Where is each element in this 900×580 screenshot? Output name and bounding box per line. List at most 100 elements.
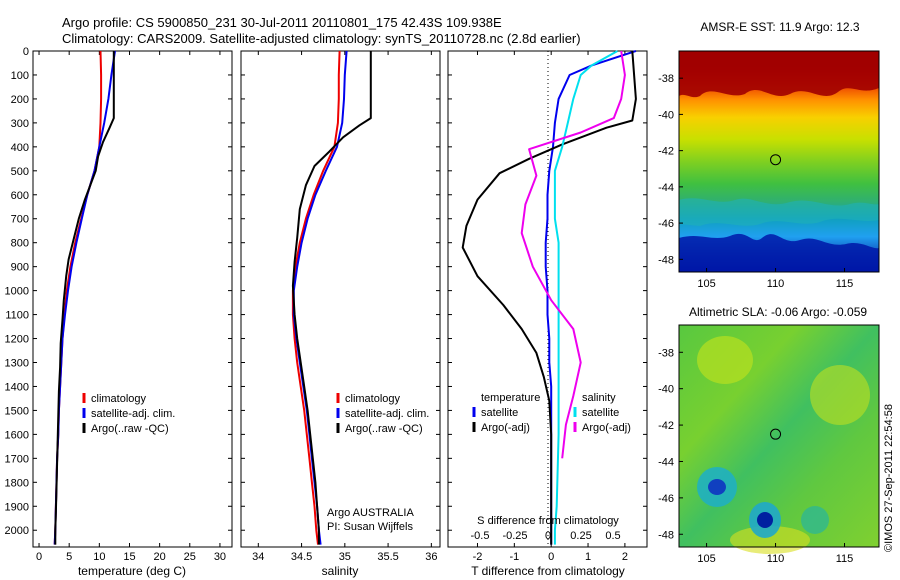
series-line (520, 50, 626, 459)
x-tick-label: 0 (36, 551, 42, 563)
salinity-xlabel: salinity (322, 564, 359, 578)
imos-timestamp: ©IMOS 27-Sep-2011 22:54:58 (883, 404, 895, 552)
y-tick-label: 1400 (5, 381, 29, 393)
x-tick-label: 35 (339, 551, 351, 563)
x-tick-label: 35.5 (377, 551, 398, 563)
y-tick-label: 800 (11, 238, 29, 250)
legend-header: temperature (481, 392, 540, 404)
y-tick-label: 700 (11, 214, 29, 226)
y-tick-label: 300 (11, 118, 29, 130)
map-y-tick-label: -46 (658, 493, 674, 505)
series-line (553, 50, 618, 545)
x-tick-label: 34 (252, 551, 264, 563)
t-difference-xlabel: T difference from climatology (471, 564, 625, 578)
y-tick-label: 900 (11, 262, 29, 274)
legend-label: satellite (481, 407, 518, 419)
sla-map-frame (678, 324, 880, 548)
legend-label: climatology (91, 393, 147, 405)
map-x-tick-label: 110 (767, 553, 785, 565)
difference-panel: -2 -1 0 1 2 temperature salinity satellite Argo… (447, 50, 648, 578)
map-y-tick-label: -40 (658, 109, 674, 121)
map-x-tick-label: 110 (767, 278, 785, 290)
map-y-tick-label: -40 (658, 384, 674, 396)
sst-warm-blob (679, 51, 879, 98)
legend-label: Argo(-adj) (481, 422, 530, 434)
y-tick-label: 1700 (5, 453, 29, 465)
temperature-plot-frame (32, 50, 233, 548)
legend-header: salinity (582, 392, 616, 404)
y-tick-label: 1900 (5, 501, 29, 513)
y-tick-label: 1200 (5, 334, 29, 346)
y-tick-label: 1800 (5, 477, 29, 489)
sla-yellow-patch (697, 336, 753, 384)
salinity-series (291, 50, 372, 545)
map-y-tick-label: -46 (658, 218, 674, 230)
sst-map: AMSR-E SST: 11.9 Argo: 12.3 105 110 115 -38… (658, 20, 880, 290)
x-tick-label: 5 (66, 551, 72, 563)
salinity-plot-frame (240, 50, 441, 548)
x-tick-label: 20 (154, 551, 166, 563)
x-tick-label: 25 (184, 551, 196, 563)
map-x-tick-label: 105 (697, 278, 715, 290)
y-tick-label: 1300 (5, 357, 29, 369)
x-tick-label: 2 (622, 551, 628, 563)
series-line (54, 51, 115, 545)
sla-blue-core (757, 512, 773, 528)
map-y-tick-label: -44 (658, 182, 674, 194)
temperature-series (53, 50, 116, 545)
y-tick-label: 400 (11, 142, 29, 154)
y-tick-label: 1500 (5, 405, 29, 417)
map-x-tick-label: 115 (836, 278, 854, 290)
sla-argo-marker (770, 428, 782, 440)
salinity-legend: climatology satellite-adj. clim. Argo(..ra… (336, 393, 429, 435)
sla-map-title: Altimetric SLA: -0.06 Argo: -0.059 (689, 305, 867, 319)
sst-cyan-band (679, 198, 879, 226)
y-tick-label: 1000 (5, 286, 29, 298)
y-tick-label: 200 (11, 94, 29, 106)
sla-yellow-patch (810, 365, 870, 425)
legend-label: Argo(..raw -QC) (345, 423, 423, 435)
figure-title-line1: Argo profile: CS 5900850_231 30-Jul-2011… (62, 15, 502, 30)
sla-blue-core (708, 479, 726, 495)
figure-title-line2: Climatology: CARS2009. Satellite-adjuste… (62, 31, 581, 46)
y-tick-label: 0 (23, 46, 29, 58)
map-y-tick-label: -38 (658, 347, 674, 359)
sla-cyan-patch (801, 506, 829, 534)
x-tick-label: 10 (93, 551, 105, 563)
series-line (292, 50, 348, 545)
depth-axis: 0 100 200 300 400 500 600 700 800 900 1000 1100 1200… (5, 46, 647, 537)
map-x-tick-label: 105 (697, 553, 715, 565)
sst-cold-blob (679, 233, 879, 272)
legend-label: satellite-adj. clim. (91, 408, 175, 420)
legend-label: Argo(..raw -QC) (91, 423, 169, 435)
map-y-tick-label: -38 (658, 73, 674, 85)
x-tick-label: -2 (473, 551, 483, 563)
s-tick-label: -0.5 (471, 530, 490, 542)
y-tick-label: 100 (11, 70, 29, 82)
sst-map-title: AMSR-E SST: 11.9 Argo: 12.3 (700, 20, 860, 34)
x-tick-label: 0 (548, 551, 554, 563)
map-y-tick-label: -44 (658, 456, 674, 468)
x-tick-label: -1 (509, 551, 519, 563)
legend-label: satellite (582, 407, 619, 419)
sla-map-axes: 105 110 115 -38 -40 -42 -44 -46 -48 (658, 347, 853, 565)
map-y-tick-label: -42 (658, 146, 674, 158)
map-x-tick-label: 115 (836, 553, 854, 565)
pi-label: PI: Susan Wijffels (327, 521, 413, 533)
difference-series (461, 50, 637, 545)
series-line (291, 50, 341, 545)
x-tick-label: 30 (214, 551, 226, 563)
argo-australia-label: Argo AUSTRALIA (327, 507, 414, 519)
x-tick-label: 1 (585, 551, 591, 563)
sst-map-frame (678, 50, 880, 273)
temperature-xlabel: temperature (deg C) (78, 564, 186, 578)
y-tick-label: 1100 (5, 310, 29, 322)
series-line (461, 50, 637, 545)
temperature-panel: 0100200300400500600700800900100011001200… (5, 46, 647, 578)
salinity-x-axis: 34 34.5 35 35.5 36 (252, 51, 437, 563)
series-line (291, 51, 372, 545)
temperature-x-axis: 0 5 10 15 20 25 30 (36, 51, 226, 563)
x-tick-label: 34.5 (291, 551, 312, 563)
s-difference-axis: -0.5 -0.25 0 0.25 0.5 (471, 530, 621, 542)
